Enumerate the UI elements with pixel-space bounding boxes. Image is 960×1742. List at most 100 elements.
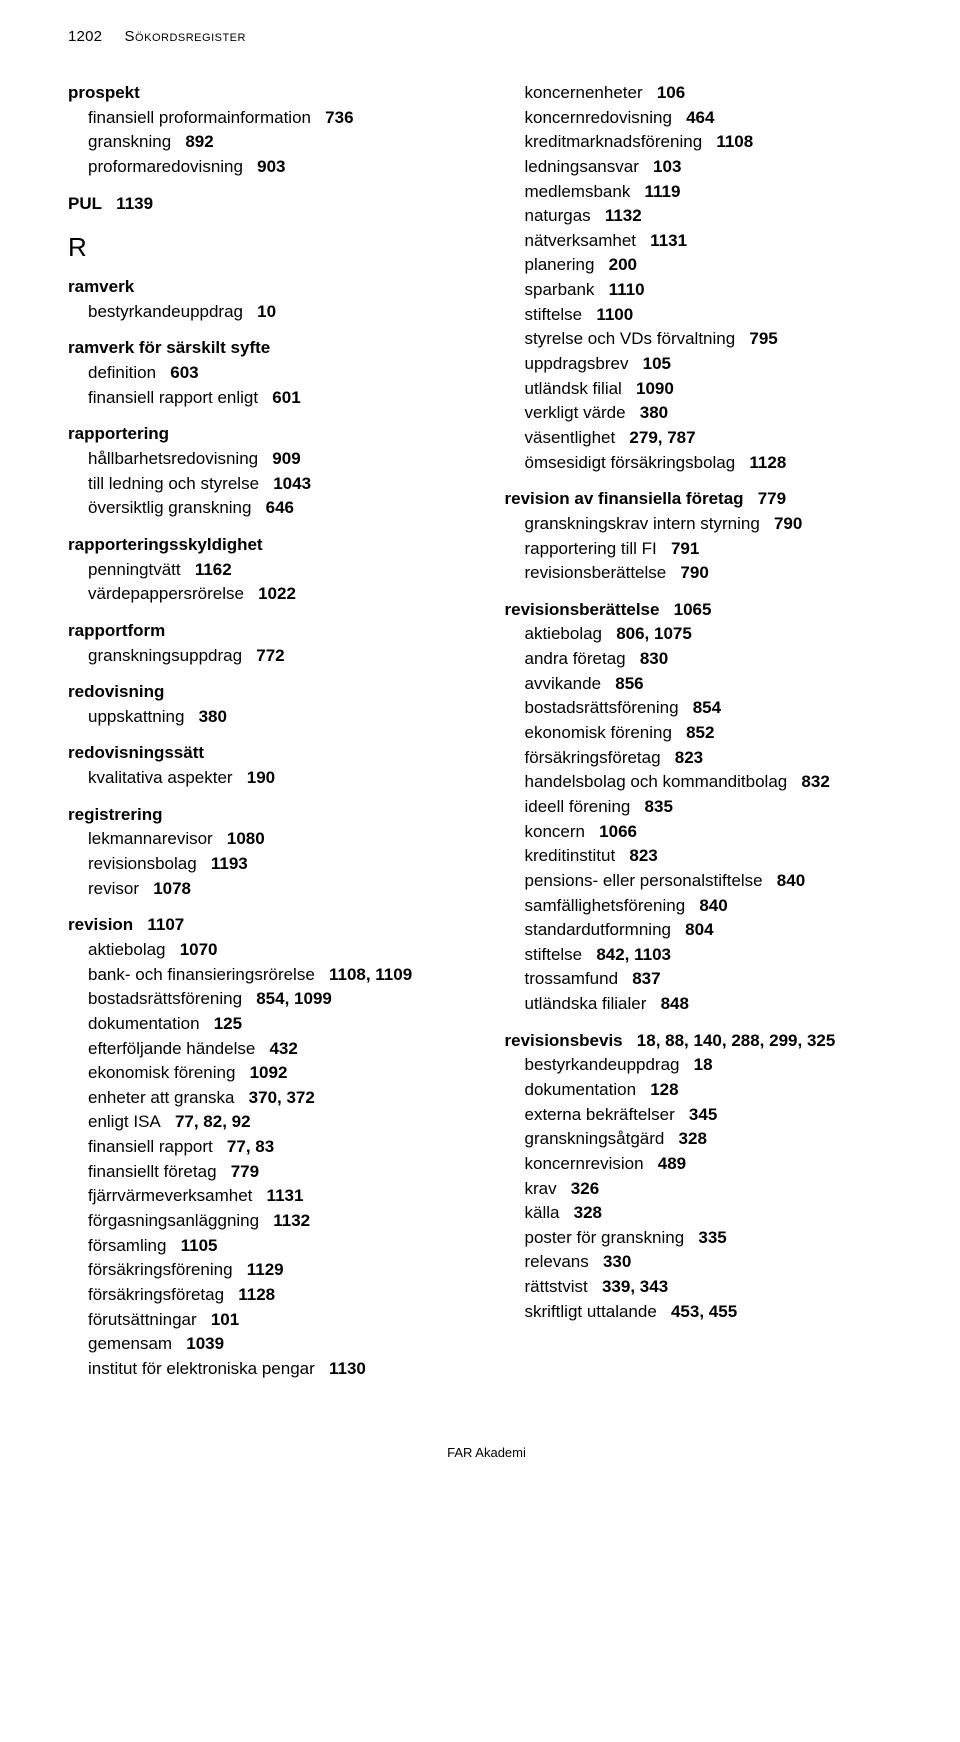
index-sub-entry: krav 326 <box>505 1177 906 1202</box>
index-sub-entry: planering 200 <box>505 253 906 278</box>
running-title: Sökordsregister <box>125 28 246 45</box>
index-sub-entry: dokumentation 128 <box>505 1078 906 1103</box>
index-sub-entry: finansiell proformainformation 736 <box>68 106 469 131</box>
index-head-entry: revisionsbevis 18, 88, 140, 288, 299, 32… <box>505 1029 906 1054</box>
index-head-entry: rapporteringsskyldighet <box>68 533 469 558</box>
index-sub-entry: bank- och finansieringsrörelse 1108, 110… <box>68 963 469 988</box>
index-sub-entry: proformaredovisning 903 <box>68 155 469 180</box>
index-sub-entry: rättstvist 339, 343 <box>505 1275 906 1300</box>
index-sub-entry: bestyrkandeuppdrag 18 <box>505 1053 906 1078</box>
index-sub-entry: rapportering till FI 791 <box>505 537 906 562</box>
index-sub-entry: relevans 330 <box>505 1250 906 1275</box>
index-sub-entry: revisionsbolag 1193 <box>68 852 469 877</box>
index-sub-entry: finansiellt företag 779 <box>68 1160 469 1185</box>
index-head-entry: revision 1107 <box>68 913 469 938</box>
index-sub-entry: till ledning och styrelse 1043 <box>68 472 469 497</box>
index-sub-entry: finansiell rapport enligt 601 <box>68 386 469 411</box>
index-sub-entry: koncernenheter 106 <box>505 81 906 106</box>
page-number: 1202 <box>68 28 102 45</box>
index-sub-entry: hållbarhetsredovisning 909 <box>68 447 469 472</box>
index-head-entry: registrering <box>68 803 469 828</box>
index-sub-entry: institut för elektroniska pengar 1130 <box>68 1357 469 1382</box>
index-sub-entry: gemensam 1039 <box>68 1332 469 1357</box>
index-columns: prospektfinansiell proformainformation 7… <box>68 81 905 1381</box>
index-sub-entry: kvalitativa aspekter 190 <box>68 766 469 791</box>
index-head-entry: ramverk för särskilt syfte <box>68 336 469 361</box>
index-sub-entry: granskningsåtgärd 328 <box>505 1127 906 1152</box>
index-sub-entry: kreditinstitut 823 <box>505 844 906 869</box>
index-sub-entry: avvikande 856 <box>505 672 906 697</box>
index-sub-entry: försäkringsförening 1129 <box>68 1258 469 1283</box>
index-sub-entry: stiftelse 1100 <box>505 303 906 328</box>
index-sub-entry: församling 1105 <box>68 1234 469 1259</box>
index-sub-entry: försäkringsföretag 823 <box>505 746 906 771</box>
index-sub-entry: revisor 1078 <box>68 877 469 902</box>
index-sub-entry: trossamfund 837 <box>505 967 906 992</box>
index-sub-entry: verkligt värde 380 <box>505 401 906 426</box>
index-sub-entry: bestyrkandeuppdrag 10 <box>68 300 469 325</box>
index-sub-entry: ekonomisk förening 852 <box>505 721 906 746</box>
index-sub-entry: granskning 892 <box>68 130 469 155</box>
index-sub-entry: uppdragsbrev 105 <box>505 352 906 377</box>
index-sub-entry: bostadsrättsförening 854 <box>505 696 906 721</box>
index-sub-entry: finansiell rapport 77, 83 <box>68 1135 469 1160</box>
section-letter: R <box>68 232 469 263</box>
index-sub-entry: väsentlighet 279, 787 <box>505 426 906 451</box>
index-sub-entry: kreditmarknadsförening 1108 <box>505 130 906 155</box>
index-sub-entry: aktiebolag 806, 1075 <box>505 622 906 647</box>
index-sub-entry: externa bekräftelser 345 <box>505 1103 906 1128</box>
index-sub-entry: koncern 1066 <box>505 820 906 845</box>
index-sub-entry: ledningsansvar 103 <box>505 155 906 180</box>
index-sub-entry: nätverksamhet 1131 <box>505 229 906 254</box>
index-sub-entry: standardutformning 804 <box>505 918 906 943</box>
page-header: 1202 Sökordsregister <box>68 28 905 45</box>
index-sub-entry: andra företag 830 <box>505 647 906 672</box>
index-sub-entry: handelsbolag och kommanditbolag 832 <box>505 770 906 795</box>
index-sub-entry: revisionsberättelse 790 <box>505 561 906 586</box>
index-sub-entry: pensions- eller personalstiftelse 840 <box>505 869 906 894</box>
right-column: koncernenheter 106koncernredovisning 464… <box>505 81 906 1381</box>
index-sub-entry: naturgas 1132 <box>505 204 906 229</box>
page-footer: FAR Akademi <box>68 1445 905 1480</box>
index-head-entry: prospekt <box>68 81 469 106</box>
index-head-entry: ramverk <box>68 275 469 300</box>
index-sub-entry: förgasningsanläggning 1132 <box>68 1209 469 1234</box>
index-sub-entry: granskningsuppdrag 772 <box>68 644 469 669</box>
index-sub-entry: granskningskrav intern styrning 790 <box>505 512 906 537</box>
index-sub-entry: stiftelse 842, 1103 <box>505 943 906 968</box>
index-sub-entry: dokumentation 125 <box>68 1012 469 1037</box>
index-head-entry: redovisning <box>68 680 469 705</box>
page-container: 1202 Sökordsregister prospektfinansiell … <box>0 0 960 1742</box>
index-sub-entry: koncernredovisning 464 <box>505 106 906 131</box>
index-sub-entry: penningtvätt 1162 <box>68 558 469 583</box>
index-sub-entry: förutsättningar 101 <box>68 1308 469 1333</box>
index-sub-entry: bostadsrättsförening 854, 1099 <box>68 987 469 1012</box>
index-sub-entry: aktiebolag 1070 <box>68 938 469 963</box>
index-sub-entry: fjärrvärmeverksamhet 1131 <box>68 1184 469 1209</box>
index-sub-entry: definition 603 <box>68 361 469 386</box>
index-sub-entry: sparbank 1110 <box>505 278 906 303</box>
index-head-entry: rapportform <box>68 619 469 644</box>
index-sub-entry: styrelse och VDs förvaltning 795 <box>505 327 906 352</box>
index-sub-entry: enligt ISA 77, 82, 92 <box>68 1110 469 1135</box>
index-sub-entry: skriftligt uttalande 453, 455 <box>505 1300 906 1325</box>
index-sub-entry: ekonomisk förening 1092 <box>68 1061 469 1086</box>
index-head-entry: revision av finansiella företag 779 <box>505 487 906 512</box>
index-sub-entry: utländska filialer 848 <box>505 992 906 1017</box>
index-sub-entry: lekmannarevisor 1080 <box>68 827 469 852</box>
index-sub-entry: efterföljande händelse 432 <box>68 1037 469 1062</box>
index-sub-entry: värdepappersrörelse 1022 <box>68 582 469 607</box>
index-sub-entry: källa 328 <box>505 1201 906 1226</box>
index-head-entry: revisionsberättelse 1065 <box>505 598 906 623</box>
index-sub-entry: poster för granskning 335 <box>505 1226 906 1251</box>
left-column: prospektfinansiell proformainformation 7… <box>68 81 469 1381</box>
index-head-entry: PUL 1139 <box>68 192 469 217</box>
index-sub-entry: medlemsbank 1119 <box>505 180 906 205</box>
index-sub-entry: utländsk filial 1090 <box>505 377 906 402</box>
index-sub-entry: ömsesidigt försäkringsbolag 1128 <box>505 451 906 476</box>
index-sub-entry: ideell förening 835 <box>505 795 906 820</box>
index-sub-entry: enheter att granska 370, 372 <box>68 1086 469 1111</box>
index-head-entry: redovisningssätt <box>68 741 469 766</box>
index-sub-entry: koncernrevision 489 <box>505 1152 906 1177</box>
index-sub-entry: översiktlig granskning 646 <box>68 496 469 521</box>
